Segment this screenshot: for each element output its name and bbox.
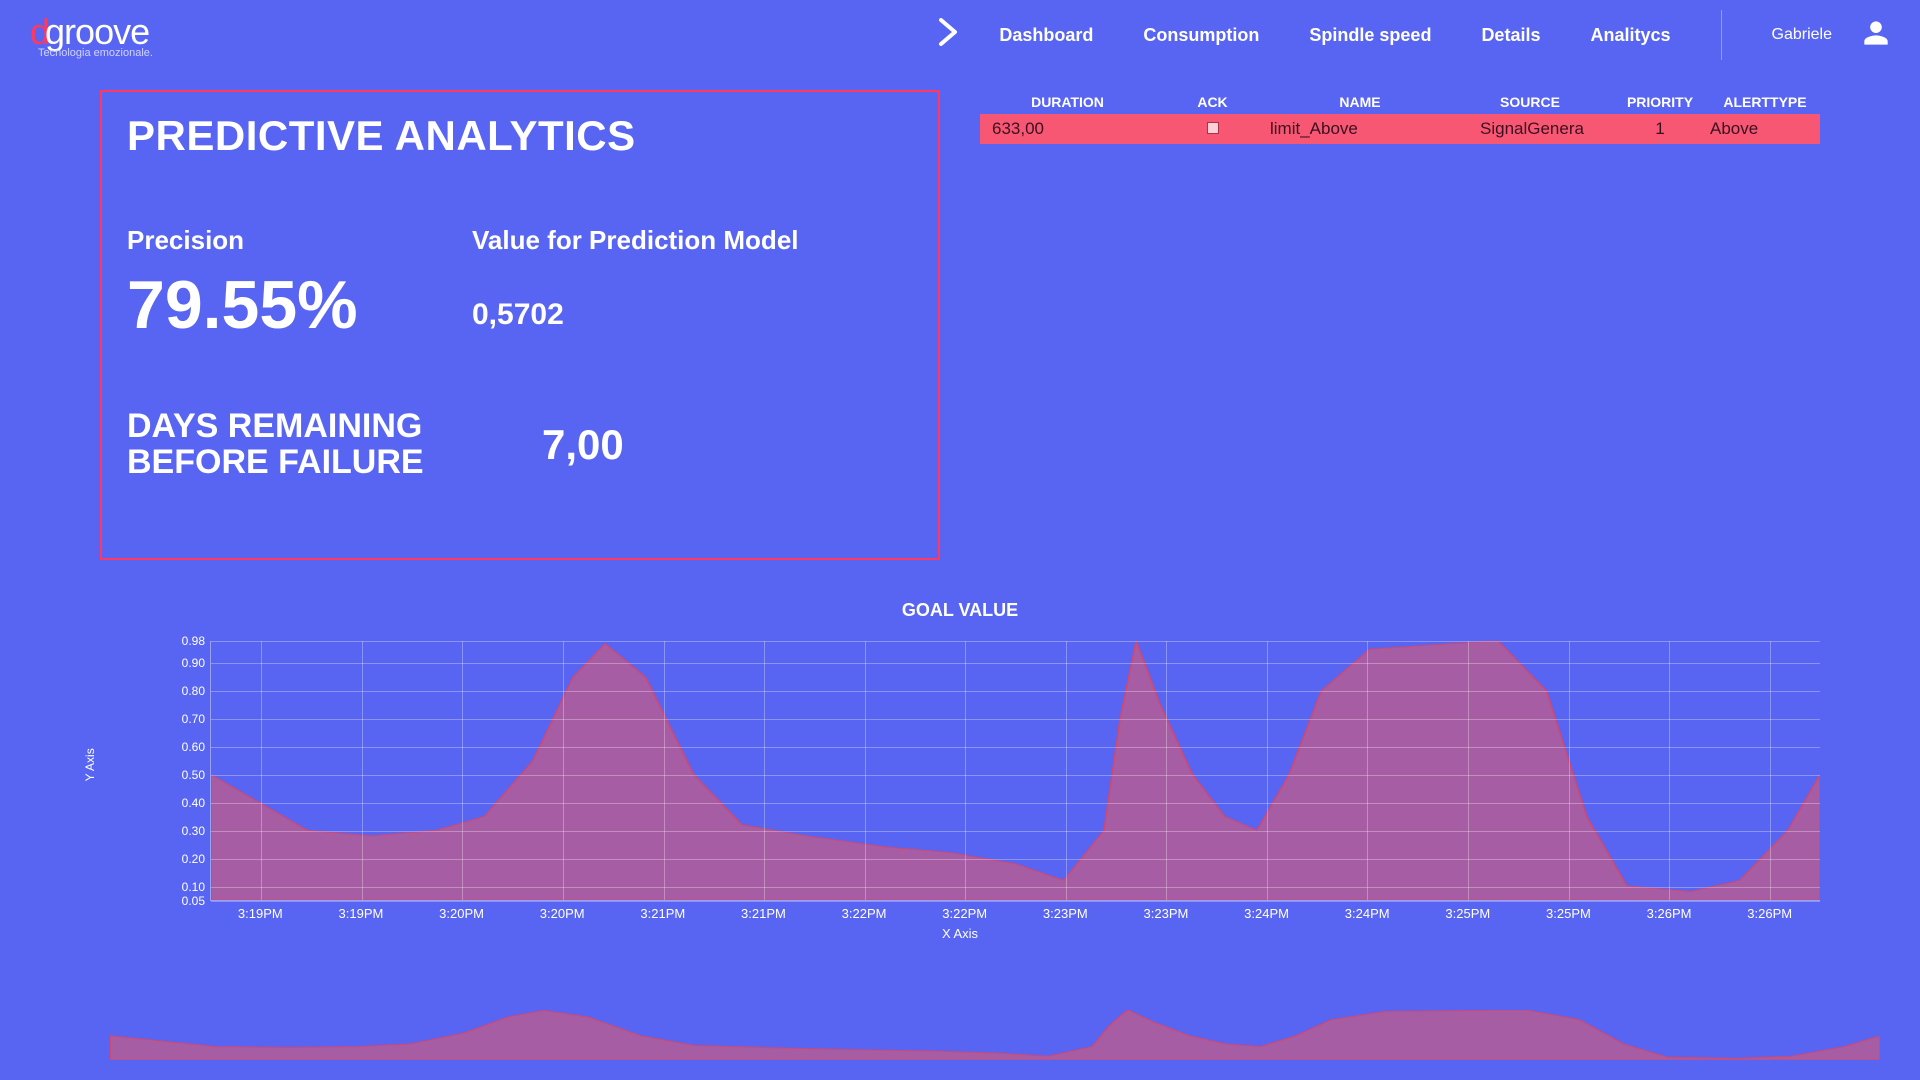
nav-dashboard[interactable]: Dashboard bbox=[999, 25, 1093, 46]
mini-chart[interactable] bbox=[110, 1010, 1880, 1060]
alerts-table: DURATION ACK NAME SOURCE PRIORITY ALERTT… bbox=[980, 90, 1820, 560]
y-tick: 0.40 bbox=[155, 796, 205, 810]
td-alerttype: Above bbox=[1710, 119, 1820, 139]
x-tick: 3:22PM bbox=[942, 906, 987, 921]
td-source: SignalGenera bbox=[1450, 119, 1610, 139]
area-path bbox=[211, 641, 1820, 900]
goal-value-chart: GOAL VALUE Y Axis 0.980.900.800.700.600.… bbox=[100, 600, 1820, 941]
x-tick: 3:26PM bbox=[1647, 906, 1692, 921]
x-axis-label: X Axis bbox=[942, 926, 978, 941]
x-tick: 3:23PM bbox=[1144, 906, 1189, 921]
y-axis-label: Y Axis bbox=[83, 748, 97, 781]
th-alerttype[interactable]: ALERTTYPE bbox=[1710, 94, 1820, 110]
td-ack bbox=[1155, 119, 1270, 139]
model-value: 0,5702 bbox=[472, 298, 913, 332]
y-ticks: 0.980.900.800.700.600.500.400.300.200.10… bbox=[155, 641, 205, 901]
x-tick: 3:26PM bbox=[1747, 906, 1792, 921]
th-name[interactable]: NAME bbox=[1270, 94, 1450, 110]
x-tick: 3:25PM bbox=[1546, 906, 1591, 921]
precision-label: Precision bbox=[127, 225, 472, 256]
y-tick: 0.70 bbox=[155, 712, 205, 726]
y-tick: 0.98 bbox=[155, 634, 205, 648]
x-tick: 3:19PM bbox=[238, 906, 283, 921]
ack-checkbox-icon[interactable] bbox=[1207, 122, 1219, 134]
td-duration: 633,00 bbox=[980, 119, 1155, 139]
days-label: DAYS REMAINING BEFORE FAILURE bbox=[127, 409, 542, 480]
th-duration[interactable]: DURATION bbox=[980, 94, 1155, 110]
user-icon[interactable] bbox=[1862, 19, 1890, 52]
panel-title: PREDICTIVE ANALYTICS bbox=[127, 112, 913, 160]
y-tick: 0.60 bbox=[155, 740, 205, 754]
main-nav: Dashboard Consumption Spindle speed Deta… bbox=[999, 25, 1670, 46]
x-tick: 3:20PM bbox=[540, 906, 585, 921]
td-name: limit_Above bbox=[1270, 119, 1450, 139]
y-tick: 0.05 bbox=[155, 894, 205, 908]
table-row[interactable]: 633,00 limit_Above SignalGenera 1 Above bbox=[980, 114, 1820, 144]
header-divider bbox=[1721, 10, 1722, 60]
chevron-right-icon[interactable] bbox=[937, 18, 959, 53]
x-tick: 3:24PM bbox=[1345, 906, 1390, 921]
chart-title: GOAL VALUE bbox=[100, 600, 1820, 621]
x-tick: 3:20PM bbox=[439, 906, 484, 921]
content: PREDICTIVE ANALYTICS Precision 79.55% Va… bbox=[0, 70, 1920, 560]
precision-value: 79.55% bbox=[127, 271, 472, 339]
model-label: Value for Prediction Model bbox=[472, 225, 913, 256]
th-ack[interactable]: ACK bbox=[1155, 94, 1270, 110]
logo[interactable]: d groove Tecnologia emozionale. bbox=[30, 11, 153, 59]
user-name[interactable]: Gabriele bbox=[1772, 26, 1832, 44]
y-tick: 0.20 bbox=[155, 852, 205, 866]
nav-consumption[interactable]: Consumption bbox=[1143, 25, 1259, 46]
days-value: 7,00 bbox=[542, 421, 624, 469]
plot-area[interactable] bbox=[210, 641, 1820, 901]
x-tick: 3:24PM bbox=[1244, 906, 1289, 921]
y-tick: 0.90 bbox=[155, 656, 205, 670]
th-source[interactable]: SOURCE bbox=[1450, 94, 1610, 110]
x-tick: 3:21PM bbox=[741, 906, 786, 921]
x-tick: 3:21PM bbox=[640, 906, 685, 921]
nav-spindle-speed[interactable]: Spindle speed bbox=[1309, 25, 1431, 46]
nav-details[interactable]: Details bbox=[1481, 25, 1540, 46]
x-tick: 3:25PM bbox=[1445, 906, 1490, 921]
x-tick: 3:23PM bbox=[1043, 906, 1088, 921]
nav-analytics[interactable]: Analitycs bbox=[1590, 25, 1670, 46]
logo-tagline: Tecnologia emozionale. bbox=[38, 47, 153, 59]
y-tick: 0.50 bbox=[155, 768, 205, 782]
y-tick: 0.30 bbox=[155, 824, 205, 838]
y-tick: 0.80 bbox=[155, 684, 205, 698]
y-tick: 0.10 bbox=[155, 880, 205, 894]
header: d groove Tecnologia emozionale. Dashboar… bbox=[0, 0, 1920, 70]
td-priority: 1 bbox=[1610, 119, 1710, 139]
table-header-row: DURATION ACK NAME SOURCE PRIORITY ALERTT… bbox=[980, 90, 1820, 114]
x-tick: 3:22PM bbox=[842, 906, 887, 921]
x-tick: 3:19PM bbox=[339, 906, 384, 921]
predictive-panel: PREDICTIVE ANALYTICS Precision 79.55% Va… bbox=[100, 90, 940, 560]
th-priority[interactable]: PRIORITY bbox=[1610, 94, 1710, 110]
